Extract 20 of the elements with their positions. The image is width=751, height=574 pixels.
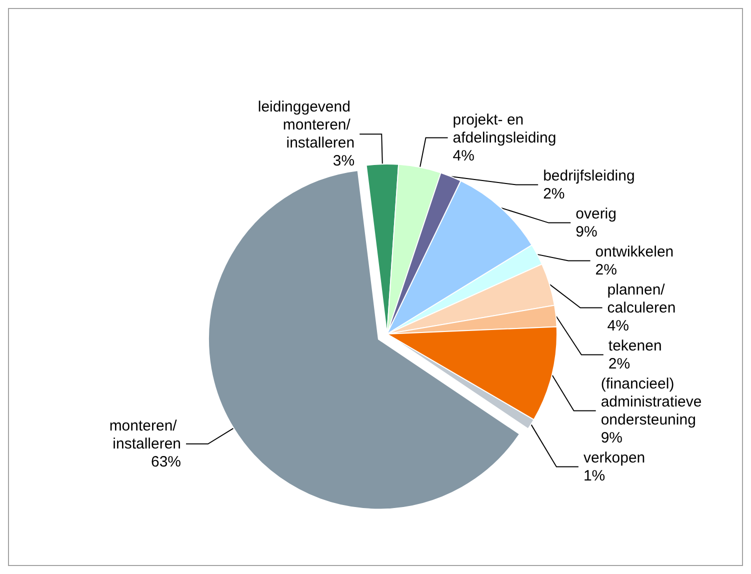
- slice-label: plannen/ calculeren: [607, 281, 676, 316]
- slice-label: (financieel) administratieve ondersteuning: [600, 375, 706, 428]
- data-label: 4%: [452, 147, 474, 164]
- data-label: 4%: [607, 317, 629, 334]
- slice-label: projekt- en afdelingsleiding: [452, 111, 556, 146]
- slice-label: bedrijfsleiding: [543, 167, 635, 184]
- slice-label: overig: [576, 205, 616, 222]
- data-label: 2%: [543, 185, 565, 202]
- data-label: 1%: [583, 467, 606, 484]
- data-label: 3%: [332, 152, 355, 170]
- data-label: 9%: [576, 223, 598, 240]
- data-label: 9%: [600, 429, 623, 446]
- slice-label: ontwikkelen: [595, 243, 674, 260]
- data-label: 2%: [608, 355, 630, 372]
- data-label: 2%: [595, 261, 617, 278]
- slice-label: verkopen: [583, 449, 646, 466]
- slice-label: leidinggevend monteren/ installeren: [258, 98, 355, 152]
- slice-label: tekenen: [608, 337, 662, 354]
- slice-label: monteren/ installeren: [109, 417, 182, 452]
- data-label: 63%: [151, 453, 182, 470]
